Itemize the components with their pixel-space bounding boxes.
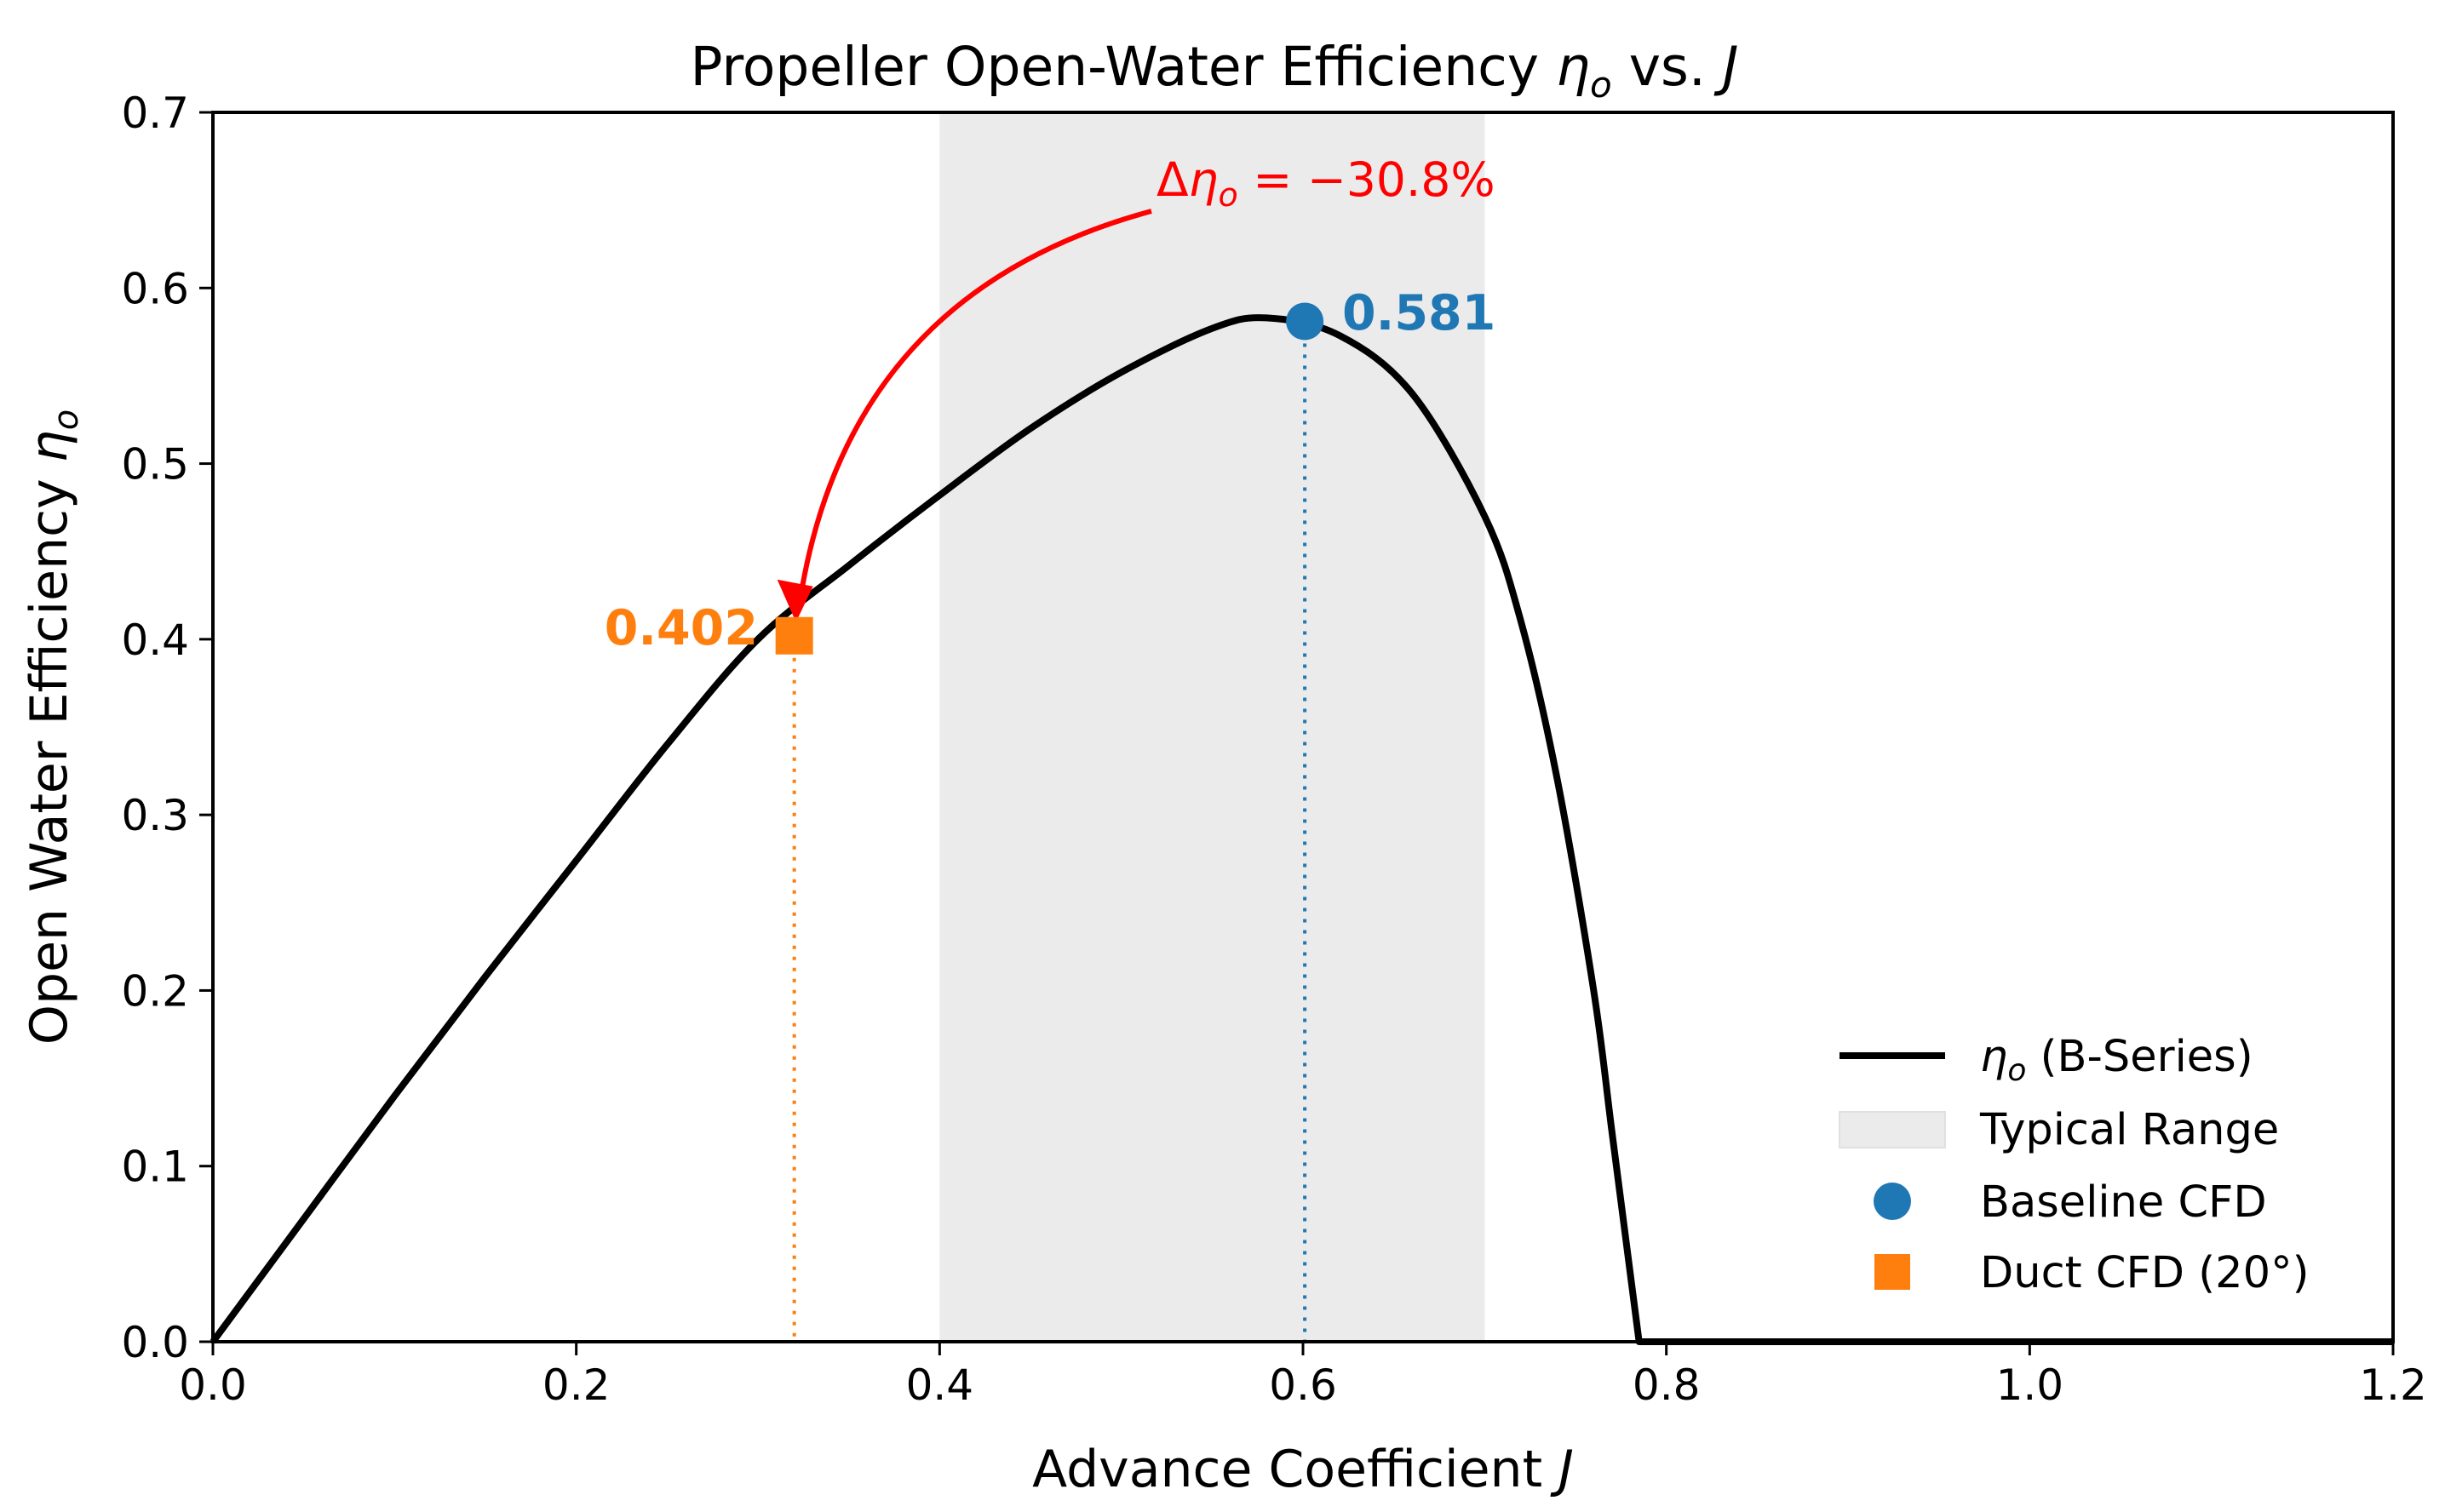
y-tick-label: 0.2 bbox=[121, 966, 189, 1016]
y-tick-label: 0.4 bbox=[121, 616, 189, 665]
y-axis-label: Open Water Efficiency ηo bbox=[20, 410, 86, 1045]
legend-label-region: Typical Range bbox=[1979, 1105, 2279, 1155]
legend-label-baseline: Baseline CFD bbox=[1980, 1177, 2267, 1228]
x-tick-label: 0.4 bbox=[906, 1360, 974, 1410]
duct-value-label: 0.402 bbox=[605, 600, 758, 656]
baseline-value-label: 0.581 bbox=[1342, 285, 1495, 341]
baseline-cfd-point bbox=[1286, 302, 1324, 341]
x-axis-label: Advance Coefficient J bbox=[1032, 1440, 1574, 1499]
x-tick-label: 0.8 bbox=[1633, 1360, 1701, 1410]
y-tick-label: 0.1 bbox=[121, 1143, 189, 1192]
duct-cfd-point bbox=[775, 616, 813, 655]
shaded-region-layer bbox=[939, 112, 1485, 1342]
legend-label-series: ηo (B-Series) bbox=[1980, 1032, 2253, 1088]
legend-swatch-square bbox=[1874, 1254, 1910, 1290]
y-tick-label: 0.5 bbox=[121, 440, 189, 490]
x-tick-label: 0.2 bbox=[542, 1360, 611, 1410]
legend: ηo (B-Series) Typical Range Baseline CFD… bbox=[1839, 1032, 2309, 1298]
data-point-layer bbox=[775, 302, 1324, 655]
typical-range-band bbox=[939, 112, 1485, 1342]
y-axis-ticks: 0.0 0.1 0.2 0.3 0.4 0.5 0.6 0.7 bbox=[121, 89, 213, 1367]
legend-swatch-circle bbox=[1874, 1183, 1911, 1220]
y-tick-label: 0.7 bbox=[121, 89, 189, 138]
x-tick-label: 1.2 bbox=[2359, 1360, 2427, 1410]
delta-annotation: Δηo = −30.8% bbox=[1156, 152, 1495, 214]
x-tick-label: 0.6 bbox=[1269, 1360, 1337, 1410]
annotation-arrow-layer bbox=[777, 209, 1152, 622]
annotation-arrow-head bbox=[777, 579, 813, 622]
series-line-layer bbox=[209, 314, 2393, 1345]
y-tick-label: 0.6 bbox=[121, 264, 189, 313]
x-tick-label: 1.0 bbox=[1996, 1360, 2064, 1410]
y-tick-label: 0.0 bbox=[121, 1318, 189, 1367]
chart-title: Propeller Open-Water Efficiency ηo vs. J bbox=[690, 36, 1738, 106]
x-tick-label: 0.0 bbox=[179, 1360, 247, 1410]
y-tick-label: 0.3 bbox=[121, 791, 189, 840]
legend-label-duct: Duct CFD (20°) bbox=[1980, 1248, 2309, 1298]
guide-line-layer bbox=[792, 321, 1307, 1342]
x-axis-ticks: 0.0 0.2 0.4 0.6 0.8 1.0 1.2 bbox=[179, 1342, 2427, 1410]
efficiency-curve bbox=[209, 314, 2393, 1345]
annotation-arrow-shaft bbox=[800, 209, 1152, 588]
legend-swatch-region bbox=[1839, 1111, 1946, 1148]
